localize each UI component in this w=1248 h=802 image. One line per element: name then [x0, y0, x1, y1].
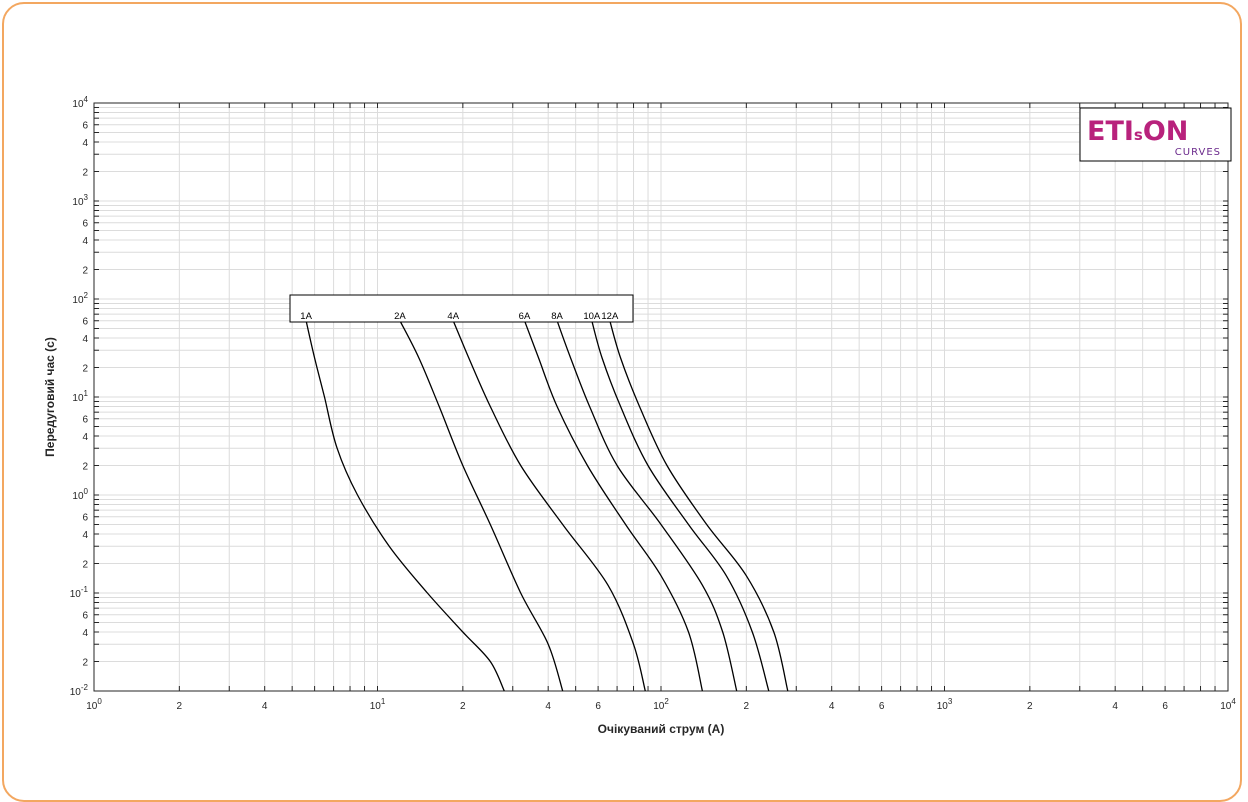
fuse-curve-10A	[591, 320, 770, 692]
fuse-curve-6A	[523, 320, 704, 692]
curve-label-2A: 2A	[394, 311, 406, 322]
curve-label-8A: 8A	[551, 311, 563, 322]
fuse-curve-12A	[609, 320, 789, 692]
y-tick-label: 6	[82, 513, 88, 524]
x-tick-label: 100	[86, 697, 102, 712]
y-tick-label: 10-1	[70, 585, 89, 600]
x-tick-label: 2	[744, 701, 750, 712]
y-tick-label: 2	[82, 461, 88, 472]
y-tick-label: 4	[82, 432, 88, 443]
x-tick-label: 4	[829, 701, 835, 712]
x-tick-label: 4	[545, 701, 551, 712]
curve-label-1A: 1A	[300, 311, 312, 322]
y-tick-label: 4	[82, 628, 88, 639]
y-tick-label: 4	[82, 236, 88, 247]
etison-curves-logo: ETIsON CURVES	[1079, 107, 1232, 162]
x-tick-label: 4	[1112, 701, 1118, 712]
curve-label-6A: 6A	[519, 311, 531, 322]
y-tick-label: 102	[72, 291, 88, 306]
x-tick-label: 6	[595, 701, 601, 712]
fuse-curve-2A	[399, 320, 564, 692]
curve-label-10A: 10A	[583, 311, 601, 322]
y-tick-label: 100	[72, 487, 88, 502]
curve-label-4A: 4A	[447, 311, 459, 322]
x-tick-label: 104	[1220, 697, 1236, 712]
y-tick-label: 6	[82, 219, 88, 230]
y-axis-title: Передуговий час (с)	[43, 337, 57, 457]
y-tick-label: 2	[82, 265, 88, 276]
x-axis-title: Очікуваний струм (А)	[598, 722, 725, 736]
y-tick-label: 104	[72, 95, 88, 110]
curve-series	[305, 320, 789, 692]
fuse-curve-8A	[556, 320, 738, 692]
y-tick-label: 6	[82, 121, 88, 132]
x-tick-label: 103	[937, 697, 953, 712]
svg-text:ETIsON: ETIsON	[1087, 116, 1188, 147]
x-tick-label: 6	[879, 701, 885, 712]
x-tick-label: 2	[460, 701, 466, 712]
y-tick-label: 6	[82, 611, 88, 622]
axis-ticks: 100 2 4 101 2 4 6 102 2 4 6 103 2 4 6 104 10-2 2 4 6 10-1 2 4 6…	[70, 95, 1237, 712]
y-tick-label: 4	[82, 138, 88, 149]
y-tick-label: 4	[82, 334, 88, 345]
fuse-curve-1A	[305, 320, 505, 692]
x-tick-label: 6	[1162, 701, 1168, 712]
x-tick-label: 101	[370, 697, 386, 712]
fuse-curve-4A	[452, 320, 646, 692]
y-tick-label: 6	[82, 317, 88, 328]
y-tick-label: 6	[82, 415, 88, 426]
y-tick-label: 103	[72, 193, 88, 208]
curve-label-12A: 12A	[601, 311, 619, 322]
y-tick-label: 2	[82, 559, 88, 570]
curve-label-box: 1A 2A 4A 6A 8A 10A 12A	[289, 294, 634, 323]
x-tick-label: 2	[177, 701, 183, 712]
grid-lines	[93, 103, 1228, 692]
x-tick-label: 2	[1027, 701, 1033, 712]
x-tick-label: 102	[653, 697, 669, 712]
svg-text:CURVES: CURVES	[1175, 147, 1221, 158]
y-tick-label: 2	[82, 363, 88, 374]
y-tick-label: 10-2	[70, 683, 89, 698]
y-tick-label: 101	[72, 389, 88, 404]
y-tick-label: 2	[82, 167, 88, 178]
x-tick-label: 4	[262, 701, 268, 712]
y-tick-label: 4	[82, 530, 88, 541]
y-tick-label: 2	[82, 657, 88, 668]
